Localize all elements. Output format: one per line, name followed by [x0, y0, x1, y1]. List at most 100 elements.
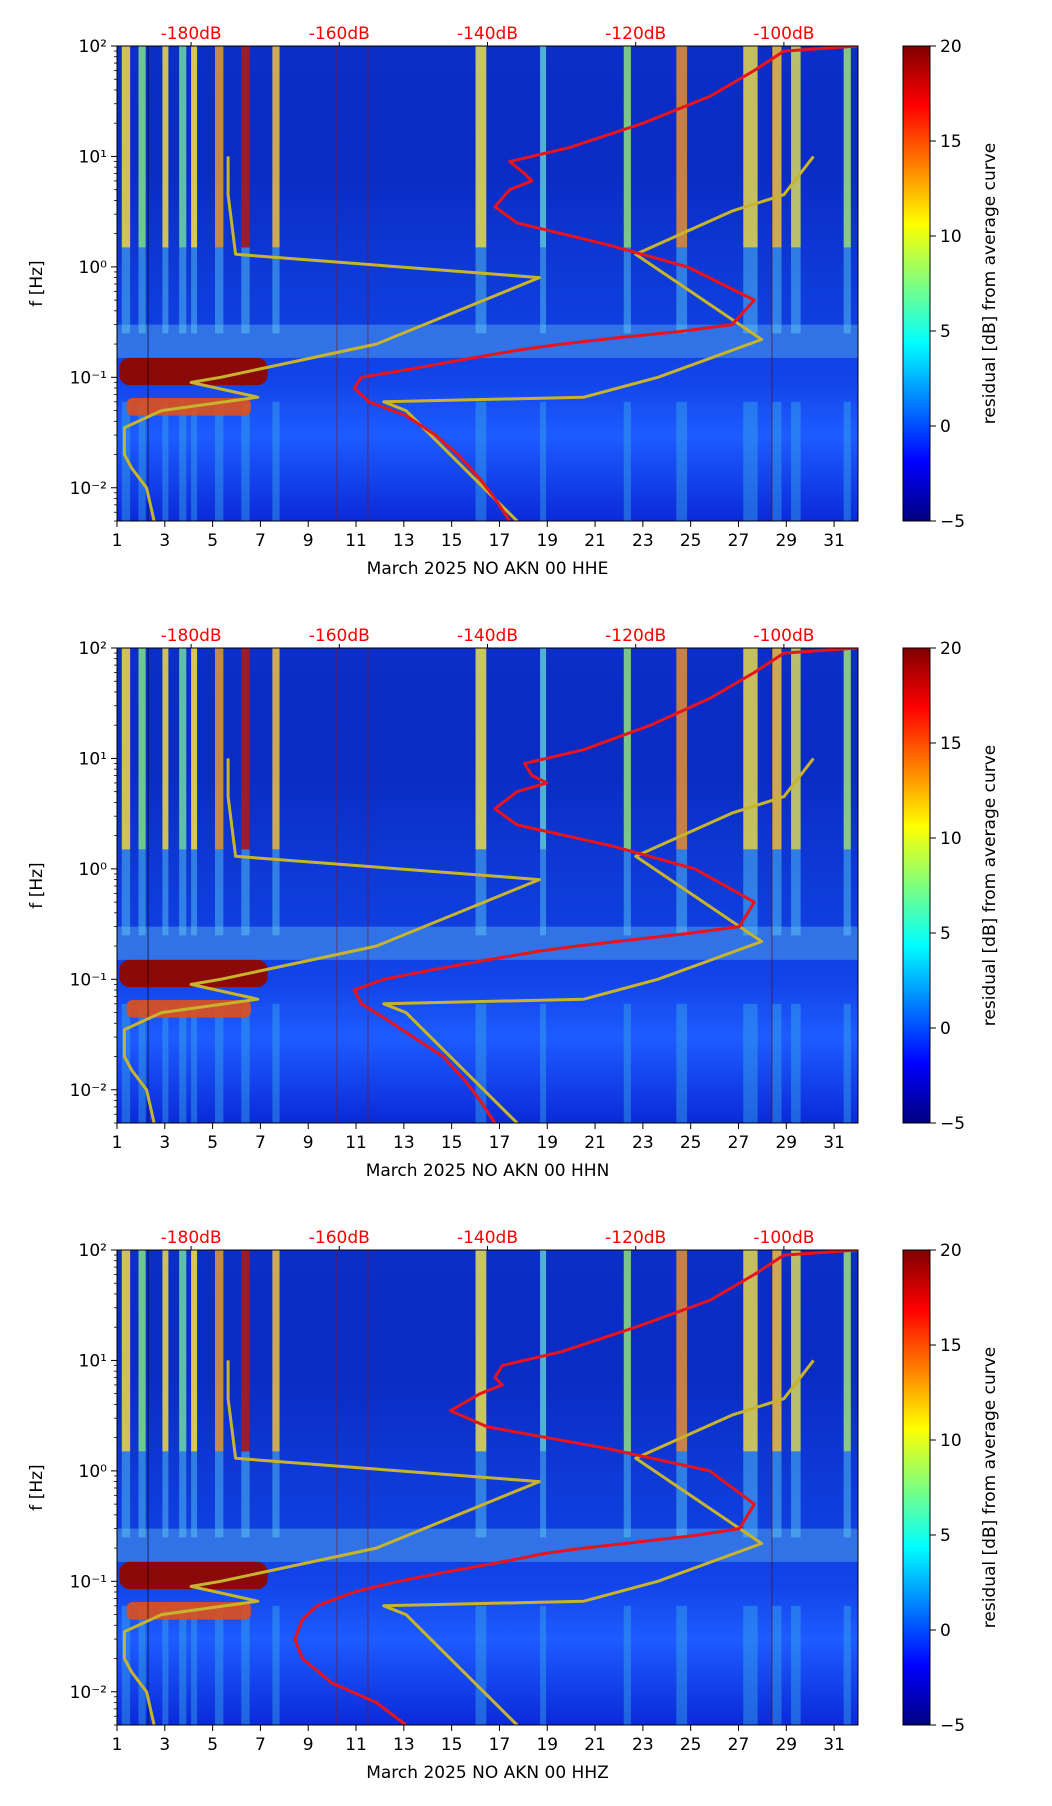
x-tick-label: 5 — [207, 1735, 218, 1755]
storm-signal-primary — [119, 357, 268, 386]
noise-band-tail — [272, 247, 280, 334]
colorbar-tick-label: 10 — [940, 227, 962, 247]
noise-band-tail — [138, 247, 146, 334]
x-tick-label: 11 — [345, 1735, 367, 1755]
colorbar-tick-label: −5 — [940, 1716, 965, 1736]
noise-band — [272, 648, 280, 850]
noise-band-tail — [121, 849, 131, 936]
y-axis-label: f [Hz] — [27, 862, 47, 908]
x-tick-label: 21 — [584, 1735, 606, 1755]
noise-band-tail — [179, 849, 187, 936]
colorbar-label: residual [dB] from average curve — [980, 143, 1000, 424]
x-tick-label: 25 — [680, 531, 702, 551]
noise-band — [623, 648, 631, 850]
noise-band-tail — [138, 849, 146, 936]
noise-band — [843, 46, 851, 248]
high-noise-model-curve — [382, 155, 815, 521]
noise-band-low — [215, 401, 224, 521]
noise-band — [179, 1250, 187, 1452]
colorbar-tick-label: 5 — [940, 322, 951, 342]
noise-band-tail — [475, 1451, 487, 1538]
noise-band-tail — [179, 247, 187, 334]
x-tick-label: 23 — [632, 531, 654, 551]
noise-band — [138, 1250, 146, 1452]
y-tick-label: 10¹ — [79, 749, 107, 769]
y-tick-label: 10⁻¹ — [70, 1572, 107, 1592]
noise-band-tail — [241, 247, 250, 334]
noise-band-low — [743, 1003, 758, 1123]
noise-band-tail — [743, 1451, 758, 1538]
spectrogram-panel-hhe: 1 3 5 7 9 11 13 15 17 19 21 23 25 27 29 31 March 2025 NO… — [0, 0, 1052, 602]
noise-band-low — [771, 401, 782, 521]
x-tick-label: 7 — [255, 531, 266, 551]
noise-band-low — [162, 1605, 169, 1725]
noise-band-tail — [676, 247, 688, 334]
x-tick-label: 15 — [441, 1735, 463, 1755]
x-axis-label: March 2025 NO AKN 00 HHZ — [366, 1763, 609, 1783]
low-noise-model-curve — [122, 156, 541, 521]
noise-band — [191, 648, 198, 850]
y-tick-label: 10⁻¹ — [70, 970, 107, 990]
x-tick-label: 27 — [728, 531, 750, 551]
noise-band-low — [743, 401, 758, 521]
noise-band — [771, 46, 782, 248]
x-tick-label: 19 — [536, 1133, 558, 1153]
noise-band-low — [138, 1003, 146, 1123]
x-tick-label: 21 — [584, 531, 606, 551]
noise-band-tail — [162, 849, 169, 936]
noise-band-tail — [676, 1451, 688, 1538]
x-tick-label: 17 — [489, 1133, 511, 1153]
noise-band-tail — [241, 1451, 250, 1538]
noise-band-low — [272, 1003, 280, 1123]
noise-band-low — [121, 1605, 131, 1725]
x-tick-label: 17 — [489, 1735, 511, 1755]
noise-model-curve — [352, 46, 858, 521]
y-tick-label: 10⁰ — [79, 860, 108, 880]
noise-band-low — [121, 401, 131, 521]
x-tick-label: 11 — [345, 531, 367, 551]
noise-band-tail — [138, 1451, 146, 1538]
noise-band-tail — [623, 1451, 631, 1538]
noise-band — [623, 46, 631, 248]
colorbar — [902, 647, 931, 1124]
noise-band-tail — [191, 247, 198, 334]
x-tick-label: 21 — [584, 1133, 606, 1153]
noise-band-tail — [743, 247, 758, 334]
noise-band-low — [791, 401, 801, 521]
x-tick-label: 5 — [207, 1133, 218, 1153]
spectrogram-image — [117, 648, 858, 1123]
noise-model-curve — [293, 1250, 858, 1725]
colorbar-tick-label: 0 — [940, 1621, 951, 1641]
noise-band-low — [475, 1003, 487, 1123]
noise-band-low — [540, 1003, 547, 1123]
noise-band-low — [162, 1003, 169, 1123]
noise-band-low — [791, 1605, 801, 1725]
noise-band — [475, 648, 487, 850]
x-tick-label: 29 — [775, 1735, 797, 1755]
storm-signal-primary — [119, 1561, 268, 1590]
noise-band-low — [241, 1003, 250, 1123]
noise-band-tail — [179, 1451, 187, 1538]
colorbar-tick-label: 20 — [940, 639, 962, 659]
noise-band-tail — [121, 247, 131, 334]
noise-band-low — [676, 1003, 688, 1123]
noise-band-low — [138, 401, 146, 521]
noise-band-tail — [540, 247, 547, 334]
noise-band-low — [540, 401, 547, 521]
noise-band — [138, 46, 146, 248]
x-tick-label: 23 — [632, 1735, 654, 1755]
colorbar-label: residual [dB] from average curve — [980, 745, 1000, 1026]
colorbar-tick-label: 10 — [940, 829, 962, 849]
noise-band-tail — [162, 1451, 169, 1538]
noise-band — [191, 1250, 198, 1452]
spectrogram-panel-hhn: 1 3 5 7 9 11 13 15 17 19 21 23 25 27 29 31 March 2025 NO… — [0, 602, 1052, 1204]
noise-band-low — [743, 1605, 758, 1725]
noise-band — [676, 1250, 688, 1452]
top-db-label: -160dB — [309, 626, 370, 646]
noise-band — [623, 1250, 631, 1452]
noise-band — [743, 46, 758, 248]
noise-band — [791, 46, 801, 248]
y-tick-label: 10² — [79, 639, 107, 659]
noise-band — [743, 648, 758, 850]
